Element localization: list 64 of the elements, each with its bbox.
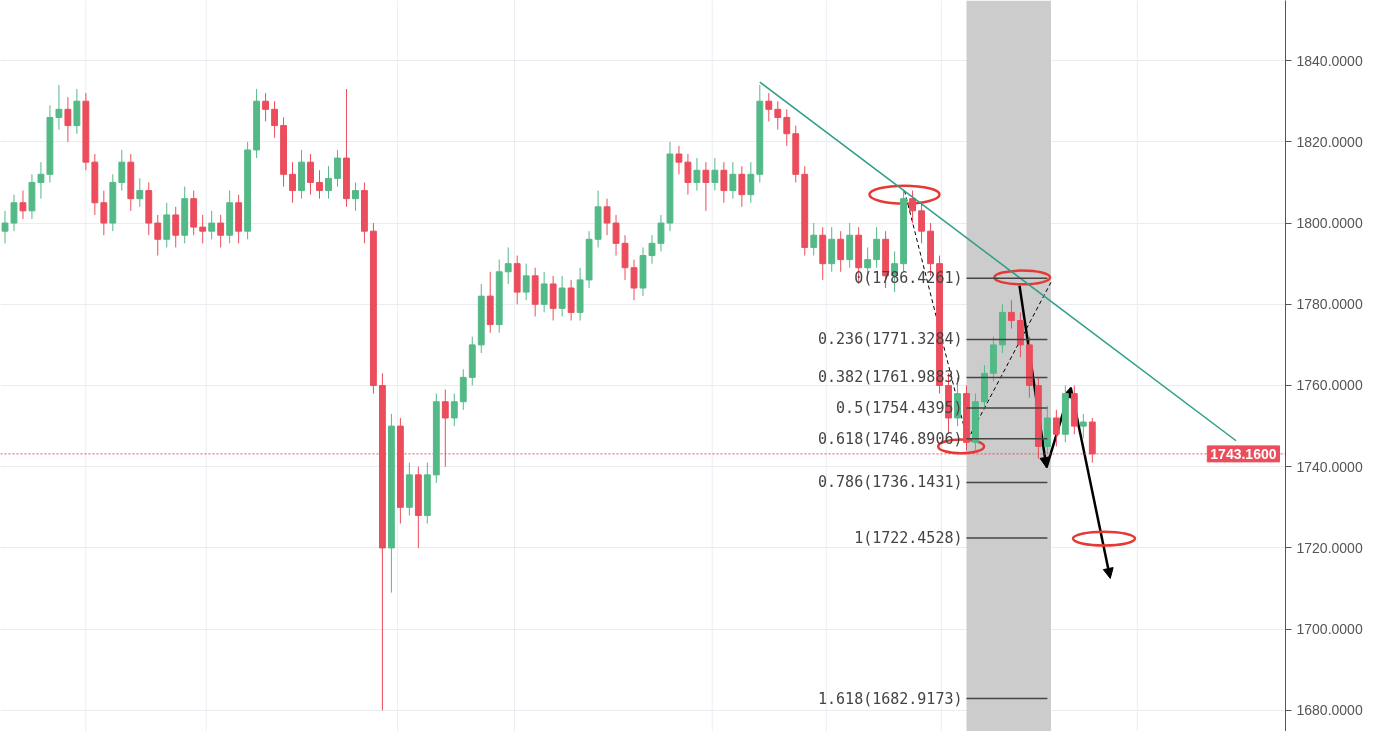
candlestick — [720, 161, 728, 204]
series-label: 0.786(1736.1431) — [818, 473, 963, 492]
y-tick-label: 1680.0000 — [1296, 702, 1363, 719]
candlestick — [307, 153, 314, 196]
candlestick — [765, 92, 773, 123]
candlestick — [118, 149, 126, 192]
candlestick — [136, 177, 144, 208]
y-tick-label: 1700.0000 — [1296, 621, 1363, 638]
candlestick — [603, 198, 611, 236]
candlestick — [909, 190, 916, 224]
candlestick — [100, 190, 108, 236]
candlestick — [172, 206, 180, 248]
candlestick — [837, 230, 845, 273]
candlestick — [729, 161, 737, 200]
y-tick-label: 1820.0000 — [1296, 133, 1363, 150]
candlestick — [783, 108, 791, 147]
y-tick-label: 1800.0000 — [1296, 215, 1363, 232]
y-tick-label: 1840.0000 — [1296, 52, 1363, 69]
candlestick — [522, 263, 530, 301]
candlestick — [1052, 409, 1060, 447]
candlestick — [630, 259, 638, 301]
candlestick — [540, 271, 548, 313]
candlestick — [774, 100, 782, 131]
candlestick — [316, 169, 323, 200]
candlestick — [10, 194, 18, 232]
candlestick — [325, 165, 332, 200]
candlestick — [1, 210, 9, 244]
candlestick — [64, 96, 72, 143]
candlestick — [271, 100, 278, 139]
series-label: 1.618(1682.9173) — [818, 689, 963, 708]
candlestick — [711, 157, 719, 192]
candlestick — [558, 275, 566, 317]
candlestick — [352, 181, 359, 212]
series-label: 1(1722.4528) — [854, 528, 963, 547]
candlestick — [154, 214, 162, 257]
series-label: 0.618(1746.8906) — [818, 429, 963, 448]
candlestick — [702, 161, 710, 212]
candlestick — [684, 153, 692, 196]
y-tick-label: 1740.0000 — [1296, 458, 1363, 475]
candlestick — [289, 161, 296, 204]
candlestick — [19, 190, 27, 220]
y-tick-label: 1720.0000 — [1296, 539, 1363, 556]
y-tick-label: 1780.0000 — [1296, 296, 1363, 313]
candlestick — [217, 214, 225, 248]
candlestick — [334, 149, 341, 187]
candlestick — [747, 161, 755, 204]
candlestick — [693, 157, 701, 192]
candlestick — [918, 202, 925, 244]
candlestick — [1079, 413, 1087, 439]
candlestick — [657, 214, 665, 252]
candlestick — [612, 214, 620, 257]
candlestick — [738, 165, 746, 208]
candlestick — [675, 145, 683, 175]
candlestick — [199, 214, 207, 244]
candlestick — [262, 92, 270, 123]
y-tick-label: 1760.0000 — [1296, 377, 1363, 394]
candlestick — [810, 222, 818, 257]
candlestick — [504, 246, 512, 285]
candlestick — [1008, 299, 1015, 330]
candlestick — [55, 84, 63, 131]
candlestick — [450, 393, 458, 427]
ref-line-label: 1743.1600 — [1210, 445, 1277, 462]
candlestick — [208, 210, 216, 240]
candlestick — [873, 226, 881, 269]
